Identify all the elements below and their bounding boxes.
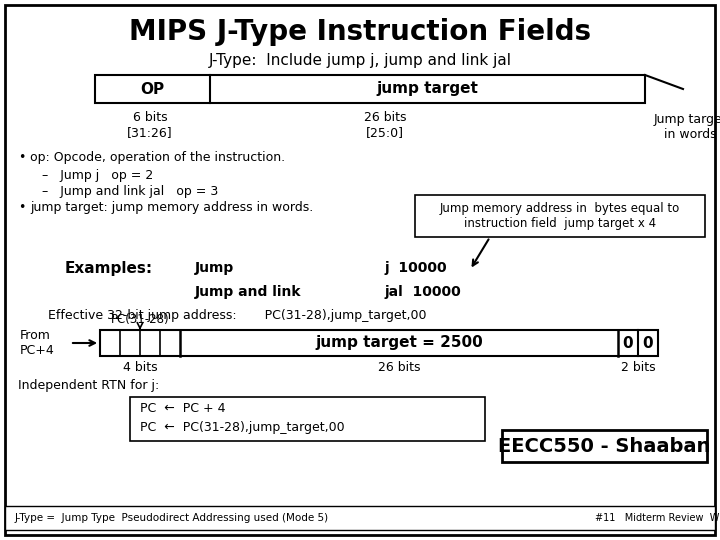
Text: op: Opcode, operation of the instruction.: op: Opcode, operation of the instruction…	[30, 152, 285, 165]
Text: From
PC+4: From PC+4	[20, 329, 55, 357]
Text: Independent RTN for j:: Independent RTN for j:	[18, 379, 159, 392]
Bar	[95, 75, 645, 103]
Text: J-Type =  Jump Type  Pseudodirect Addressing used (Mode 5): J-Type = Jump Type Pseudodirect Addressi…	[15, 513, 329, 523]
Bar	[100, 330, 658, 356]
Text: Jump memory address in  bytes equal to
instruction field  jump target x 4: Jump memory address in bytes equal to in…	[440, 202, 680, 230]
Bar	[130, 397, 485, 441]
Text: OP: OP	[140, 82, 165, 97]
Text: 0: 0	[623, 335, 634, 350]
Text: #11   Midterm Review  Winter 2005  1-24-2006: #11 Midterm Review Winter 2005 1-24-2006	[595, 513, 720, 523]
Text: Jump: Jump	[195, 261, 234, 275]
Text: 0: 0	[643, 335, 653, 350]
Text: jump target: jump memory address in words.: jump target: jump memory address in word…	[30, 201, 313, 214]
Text: PC  ←  PC + 4: PC ← PC + 4	[140, 402, 225, 415]
Text: –   Jump and link jal   op = 3: – Jump and link jal op = 3	[42, 186, 218, 199]
Text: 6 bits
[31:26]: 6 bits [31:26]	[127, 111, 173, 139]
Text: Effective 32-bit jump address:       PC(31-28),jump_target,00: Effective 32-bit jump address: PC(31-28)…	[48, 309, 426, 322]
Text: jump target: jump target	[377, 82, 478, 97]
Text: •: •	[18, 152, 25, 165]
Text: PC(31-28): PC(31-28)	[111, 314, 169, 327]
Bar	[415, 195, 705, 237]
Text: J-Type:  Include jump j, jump and link jal: J-Type: Include jump j, jump and link ja…	[209, 52, 511, 68]
Text: EECC550 - Shaaban: EECC550 - Shaaban	[498, 436, 711, 456]
Text: Jump target
in words: Jump target in words	[653, 113, 720, 141]
Text: Jump and link: Jump and link	[195, 285, 302, 299]
Text: –   Jump j   op = 2: – Jump j op = 2	[42, 170, 153, 183]
Text: jal  10000: jal 10000	[385, 285, 462, 299]
Text: jump target = 2500: jump target = 2500	[315, 335, 483, 350]
Text: Examples:: Examples:	[65, 260, 153, 275]
Bar	[5, 506, 715, 530]
Text: 2 bits: 2 bits	[621, 361, 655, 374]
Text: 4 bits: 4 bits	[122, 361, 157, 374]
Bar	[502, 430, 707, 462]
Text: MIPS J-Type Instruction Fields: MIPS J-Type Instruction Fields	[129, 18, 591, 46]
Text: j  10000: j 10000	[385, 261, 448, 275]
Text: PC  ←  PC(31-28),jump_target,00: PC ← PC(31-28),jump_target,00	[140, 421, 345, 434]
Text: 26 bits
[25:0]: 26 bits [25:0]	[364, 111, 406, 139]
Text: •: •	[18, 201, 25, 214]
Text: 26 bits: 26 bits	[378, 361, 420, 374]
